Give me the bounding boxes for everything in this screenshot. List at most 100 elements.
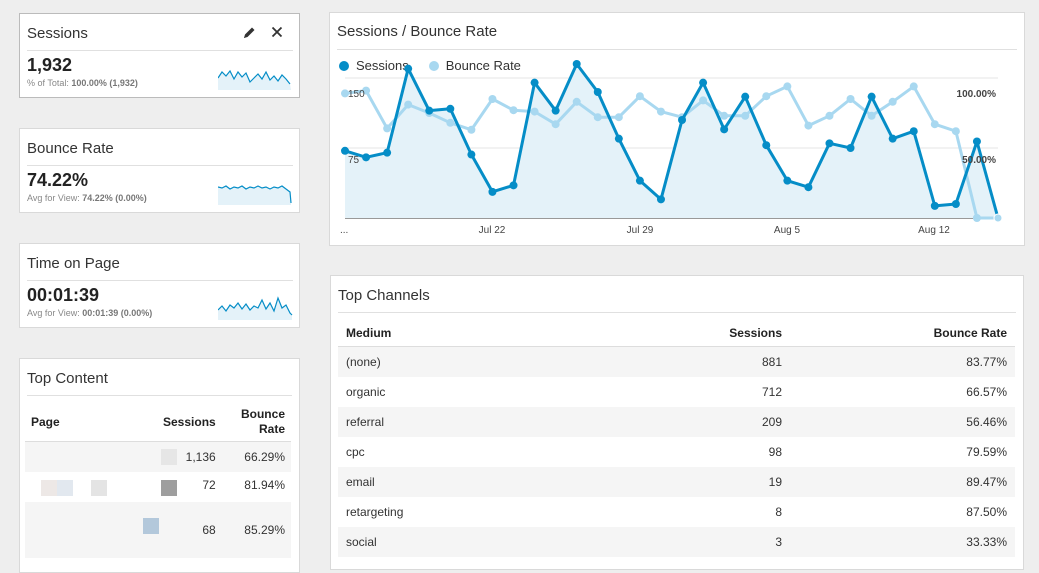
redacted-block	[143, 517, 159, 534]
bounce-rate-point[interactable]	[383, 124, 392, 133]
bounce-rate-point[interactable]	[720, 111, 729, 120]
close-icon[interactable]	[268, 23, 286, 41]
sessions-point[interactable]	[951, 200, 960, 208]
sessions-point[interactable]	[993, 213, 1003, 223]
bounce-rate-cell: 56.46%	[966, 415, 1007, 429]
bounce-rate-point[interactable]	[530, 107, 539, 116]
medium-cell[interactable]: (none)	[346, 355, 381, 369]
bounce-rate-point[interactable]	[825, 111, 834, 120]
page-cell[interactable]	[25, 442, 177, 472]
sessions-point[interactable]	[909, 127, 918, 136]
pencil-icon[interactable]	[240, 23, 258, 41]
medium-cell[interactable]: cpc	[346, 445, 365, 459]
table-row[interactable]: 68 85.29%	[25, 501, 291, 558]
sessions-point[interactable]	[593, 88, 602, 96]
sessions-point[interactable]	[846, 144, 855, 152]
column-header-page[interactable]: Page	[25, 403, 157, 442]
sessions-point[interactable]	[383, 148, 392, 157]
sessions-point[interactable]	[656, 195, 665, 204]
bounce-rate-point[interactable]	[951, 127, 960, 136]
table-row[interactable]: referral 209 56.46%	[338, 407, 1015, 437]
bounce-rate-point[interactable]	[362, 86, 371, 95]
bounce-rate-point[interactable]	[614, 113, 623, 122]
bounce-rate-point[interactable]	[867, 111, 876, 120]
sessions-point[interactable]	[699, 78, 708, 87]
sessions-point[interactable]	[509, 181, 518, 190]
sessions-point[interactable]	[720, 125, 729, 134]
sessions-point[interactable]	[467, 150, 476, 159]
table-row[interactable]: organic 712 66.57%	[338, 377, 1015, 407]
sessions-sparkline	[218, 69, 291, 90]
sessions-point[interactable]	[972, 137, 981, 146]
page-cell[interactable]	[25, 472, 177, 502]
bounce-rate-point[interactable]	[341, 89, 349, 98]
bounce-rate-point[interactable]	[467, 125, 476, 134]
sessions-point[interactable]	[888, 134, 897, 143]
sessions-point[interactable]	[572, 60, 581, 68]
column-header-medium[interactable]: Medium	[338, 320, 614, 347]
bounce-rate-point[interactable]	[972, 214, 981, 222]
sessions-point[interactable]	[488, 187, 497, 196]
bounce-rate-point[interactable]	[741, 111, 750, 120]
column-header-bounce-rate[interactable]: Bounce Rate	[221, 403, 291, 442]
sessions-point[interactable]	[762, 141, 771, 150]
bounce-rate-point[interactable]	[909, 82, 918, 91]
top-channels-table: Medium Sessions Bounce Rate (none) 881 83.…	[338, 320, 1015, 557]
bounce-rate-point[interactable]	[656, 107, 665, 116]
medium-cell[interactable]: social	[346, 535, 377, 549]
divider	[27, 395, 292, 396]
sessions-point[interactable]	[404, 64, 413, 73]
sessions-point[interactable]	[804, 183, 813, 192]
bounce-rate-point[interactable]	[846, 95, 855, 103]
table-row[interactable]: email 19 89.47%	[338, 467, 1015, 497]
legend-label: Bounce Rate	[445, 58, 521, 73]
sessions-point[interactable]	[530, 78, 539, 87]
legend-item-sessions[interactable]: Sessions	[339, 58, 409, 73]
bounce-rate-point[interactable]	[804, 121, 813, 130]
table-row[interactable]: 72 81.94%	[25, 472, 291, 502]
bounce-rate-point[interactable]	[446, 118, 455, 127]
table-row[interactable]: retargeting 8 87.50%	[338, 497, 1015, 527]
sessions-point[interactable]	[741, 92, 750, 101]
table-row[interactable]: social 3 33.33%	[338, 527, 1015, 557]
medium-cell[interactable]: email	[346, 475, 375, 489]
bounce-rate-point[interactable]	[404, 100, 413, 109]
medium-cell[interactable]: organic	[346, 385, 386, 399]
sessions-point[interactable]	[783, 176, 792, 185]
column-header-bounce-rate[interactable]: Bounce Rate	[790, 320, 1015, 347]
bounce-rate-point[interactable]	[762, 92, 771, 101]
sessions-point[interactable]	[341, 146, 349, 155]
sessions-point[interactable]	[825, 139, 834, 148]
medium-cell[interactable]: retargeting	[346, 505, 404, 519]
medium-cell[interactable]: referral	[346, 415, 385, 429]
sessions-cell: 98	[768, 445, 782, 459]
table-row[interactable]: cpc 98 79.59%	[338, 437, 1015, 467]
sessions-point[interactable]	[614, 134, 623, 143]
sessions-point[interactable]	[635, 176, 644, 185]
bounce-rate-point[interactable]	[551, 120, 560, 129]
table-row[interactable]: 1,136 66.29%	[25, 441, 291, 472]
bounce-rate-point[interactable]	[635, 92, 644, 101]
column-header-sessions[interactable]: Sessions	[157, 403, 222, 442]
bounce-rate-point[interactable]	[572, 97, 581, 106]
sessions-point[interactable]	[678, 116, 687, 124]
sessions-point[interactable]	[930, 201, 939, 210]
sessions-cell: 8	[775, 505, 782, 519]
bounce-rate-point[interactable]	[783, 82, 792, 91]
bounce-rate-point[interactable]	[509, 106, 518, 115]
bounce-rate-point[interactable]	[593, 113, 602, 122]
bounce-rate-point[interactable]	[888, 97, 897, 106]
page-cell[interactable]	[25, 502, 159, 558]
sessions-point[interactable]	[425, 106, 434, 115]
y-right-tick: 50.00%	[962, 155, 996, 166]
bounce-rate-point[interactable]	[930, 120, 939, 129]
bounce-rate-point[interactable]	[699, 96, 708, 105]
sessions-point[interactable]	[867, 92, 876, 101]
sessions-point[interactable]	[446, 104, 455, 113]
bounce-rate-point[interactable]	[488, 95, 497, 103]
sessions-point[interactable]	[551, 106, 560, 115]
legend-item-bounce-rate[interactable]: Bounce Rate	[428, 58, 521, 73]
column-header-sessions[interactable]: Sessions	[614, 320, 790, 347]
sessions-point[interactable]	[362, 153, 371, 162]
table-row[interactable]: (none) 881 83.77%	[338, 346, 1015, 377]
